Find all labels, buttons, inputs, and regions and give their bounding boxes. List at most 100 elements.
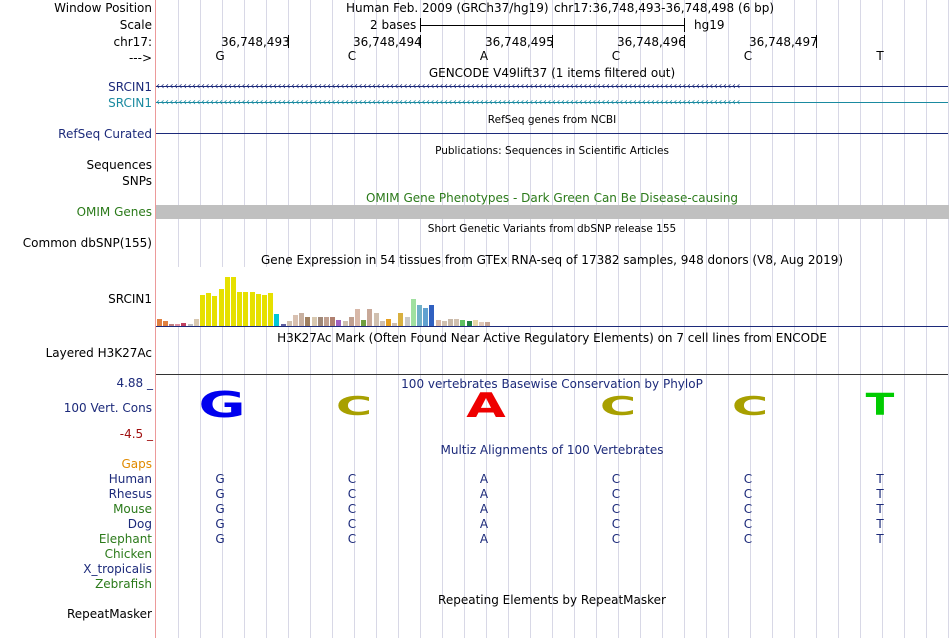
gtex-tissue-bar[interactable] bbox=[181, 323, 187, 326]
gtex-tissue-bar[interactable] bbox=[354, 309, 361, 326]
species-label-x-tropicalis[interactable]: X_tropicalis bbox=[83, 562, 152, 576]
omim-feature-bar[interactable] bbox=[156, 205, 949, 219]
gtex-tissue-bar[interactable] bbox=[441, 321, 447, 326]
gtex-tissue-bar[interactable] bbox=[311, 317, 317, 326]
gtex-tissue-bar[interactable] bbox=[348, 317, 354, 326]
h3k27ac-track-title[interactable]: H3K27Ac Mark (Often Found Near Active Re… bbox=[277, 331, 827, 345]
gtex-tissue-bar[interactable] bbox=[168, 324, 175, 326]
gtex-tissue-bar[interactable] bbox=[243, 292, 249, 326]
coordinate-tick bbox=[816, 35, 817, 48]
gene-model-srcin1-alt[interactable]: ‹‹‹‹‹‹‹‹‹‹‹‹‹‹‹‹‹‹‹‹‹‹‹‹‹‹‹‹‹‹‹‹‹‹‹‹‹‹‹‹… bbox=[156, 96, 948, 110]
gtex-tissue-bar[interactable] bbox=[274, 314, 280, 326]
gtex-tissue-bar[interactable] bbox=[478, 322, 485, 326]
gtex-tissue-bar[interactable] bbox=[460, 320, 466, 326]
gtex-tissue-bar[interactable] bbox=[249, 292, 255, 326]
repeatmasker-track-label[interactable]: RepeatMasker bbox=[66, 607, 152, 621]
gtex-tissue-bar[interactable] bbox=[379, 321, 385, 326]
gtex-tissue-bar[interactable] bbox=[392, 323, 398, 326]
gtex-tissue-bar[interactable] bbox=[472, 320, 478, 326]
species-label-human[interactable]: Human bbox=[108, 472, 152, 486]
gene-model-srcin1[interactable]: ‹‹‹‹‹‹‹‹‹‹‹‹‹‹‹‹‹‹‹‹‹‹‹‹‹‹‹‹‹‹‹‹‹‹‹‹‹‹‹‹… bbox=[156, 80, 948, 94]
gtex-tissue-bar[interactable] bbox=[323, 317, 330, 326]
gtex-tissue-bar[interactable] bbox=[187, 324, 193, 326]
snps-track-label[interactable]: SNPs bbox=[122, 174, 152, 188]
gtex-tissue-bar[interactable] bbox=[162, 321, 168, 326]
species-label-dog[interactable]: Dog bbox=[127, 517, 152, 531]
gtex-tissue-bar[interactable] bbox=[429, 305, 435, 326]
gtex-tissue-bar[interactable] bbox=[175, 324, 181, 326]
refseq-track-title[interactable]: RefSeq genes from NCBI bbox=[487, 114, 617, 126]
gaps-label[interactable]: Gaps bbox=[121, 457, 152, 471]
conservation-axis-min: -4.5 _ bbox=[119, 427, 153, 441]
gtex-tissue-bar[interactable] bbox=[404, 317, 410, 326]
gtex-tissue-bar[interactable] bbox=[212, 296, 218, 326]
gtex-tissue-bar[interactable] bbox=[299, 313, 305, 326]
gtex-tissue-bar[interactable] bbox=[305, 317, 311, 326]
omim-track-label[interactable]: OMIM Genes bbox=[76, 205, 152, 219]
gtex-tissue-bar[interactable] bbox=[485, 322, 491, 326]
gtex-tissue-bar[interactable] bbox=[280, 324, 286, 326]
conservation-track-label[interactable]: 100 Vert. Cons bbox=[63, 401, 152, 415]
species-label-rhesus[interactable]: Rhesus bbox=[108, 487, 152, 501]
refseq-gene-line[interactable] bbox=[156, 133, 948, 134]
gtex-tissue-bar[interactable] bbox=[255, 294, 261, 326]
gtex-tissue-bar[interactable] bbox=[286, 321, 292, 326]
coordinate-tick bbox=[552, 35, 553, 48]
gtex-tissue-bar[interactable] bbox=[373, 313, 379, 326]
conservation-track-title[interactable]: 100 vertebrates Basewise Conservation by… bbox=[401, 377, 703, 391]
gtex-tissue-bar[interactable] bbox=[336, 320, 342, 326]
gtex-tissue-bar[interactable] bbox=[237, 292, 243, 326]
species-label-mouse[interactable]: Mouse bbox=[113, 502, 152, 516]
dbsnp-track-label[interactable]: Common dbSNP(155) bbox=[22, 236, 152, 250]
gtex-tissue-bar[interactable] bbox=[156, 319, 162, 326]
multiz-track-title[interactable]: Multiz Alignments of 100 Vertebrates bbox=[440, 443, 664, 457]
gtex-tissue-bar[interactable] bbox=[361, 320, 367, 326]
gtex-tissue-bar[interactable] bbox=[292, 315, 299, 326]
species-label-elephant[interactable]: Elephant bbox=[98, 532, 152, 546]
gtex-tissue-bar[interactable] bbox=[423, 308, 429, 326]
species-label-zebrafish[interactable]: Zebrafish bbox=[95, 577, 152, 591]
gtex-tissue-bar[interactable] bbox=[435, 320, 441, 326]
gtex-tissue-bar[interactable] bbox=[454, 319, 460, 326]
gtex-tissue-bar[interactable] bbox=[398, 313, 404, 326]
h3k27ac-track-label[interactable]: Layered H3K27Ac bbox=[45, 346, 152, 360]
logo-letter-c: C bbox=[731, 392, 769, 422]
strand-label: ---> bbox=[128, 51, 152, 65]
gtex-bar-chart[interactable] bbox=[156, 267, 536, 326]
guide-line bbox=[794, 0, 795, 638]
omim-track-title[interactable]: OMIM Gene Phenotypes - Dark Green Can Be… bbox=[365, 191, 739, 205]
gtex-tissue-bar[interactable] bbox=[224, 277, 230, 326]
gtex-tissue-bar[interactable] bbox=[447, 319, 454, 326]
gtex-tissue-bar[interactable] bbox=[261, 295, 268, 326]
refseq-track-label[interactable]: RefSeq Curated bbox=[58, 127, 152, 141]
gtex-tissue-bar[interactable] bbox=[416, 305, 423, 326]
gtex-track-label[interactable]: SRCIN1 bbox=[108, 292, 152, 306]
sequences-track-label[interactable]: Sequences bbox=[86, 158, 152, 172]
gtex-tissue-bar[interactable] bbox=[330, 317, 336, 326]
gene-label-srcin1-alt[interactable]: SRCIN1 bbox=[108, 96, 152, 110]
gtex-tissue-bar[interactable] bbox=[218, 289, 224, 326]
gtex-tissue-bar[interactable] bbox=[230, 277, 237, 326]
guide-line bbox=[948, 0, 949, 638]
gtex-tissue-bar[interactable] bbox=[385, 319, 392, 326]
gtex-tissue-bar[interactable] bbox=[466, 321, 472, 326]
publications-track-title[interactable]: Publications: Sequences in Scientific Ar… bbox=[435, 145, 669, 157]
reference-base: C bbox=[611, 49, 621, 63]
gtex-tissue-bar[interactable] bbox=[206, 293, 212, 326]
gtex-tissue-bar[interactable] bbox=[410, 299, 416, 326]
alignment-base: C bbox=[611, 532, 621, 546]
gencode-track-title[interactable]: GENCODE V49lift37 (1 items filtered out) bbox=[428, 66, 676, 80]
alignment-base: C bbox=[347, 472, 357, 486]
gtex-tissue-bar[interactable] bbox=[317, 317, 323, 326]
dbsnp-track-title[interactable]: Short Genetic Variants from dbSNP releas… bbox=[427, 223, 677, 235]
gtex-track-title[interactable]: Gene Expression in 54 tissues from GTEx … bbox=[260, 253, 844, 267]
gtex-tissue-bar[interactable] bbox=[342, 321, 348, 326]
gene-label-srcin1[interactable]: SRCIN1 bbox=[108, 80, 152, 94]
gtex-tissue-bar[interactable] bbox=[268, 293, 274, 326]
species-label-chicken[interactable]: Chicken bbox=[104, 547, 152, 561]
gtex-tissue-bar[interactable] bbox=[199, 295, 206, 326]
alignment-base: G bbox=[215, 472, 225, 486]
gtex-tissue-bar[interactable] bbox=[367, 309, 373, 326]
repeatmasker-track-title[interactable]: Repeating Elements by RepeatMasker bbox=[438, 593, 666, 607]
gtex-tissue-bar[interactable] bbox=[193, 319, 199, 326]
